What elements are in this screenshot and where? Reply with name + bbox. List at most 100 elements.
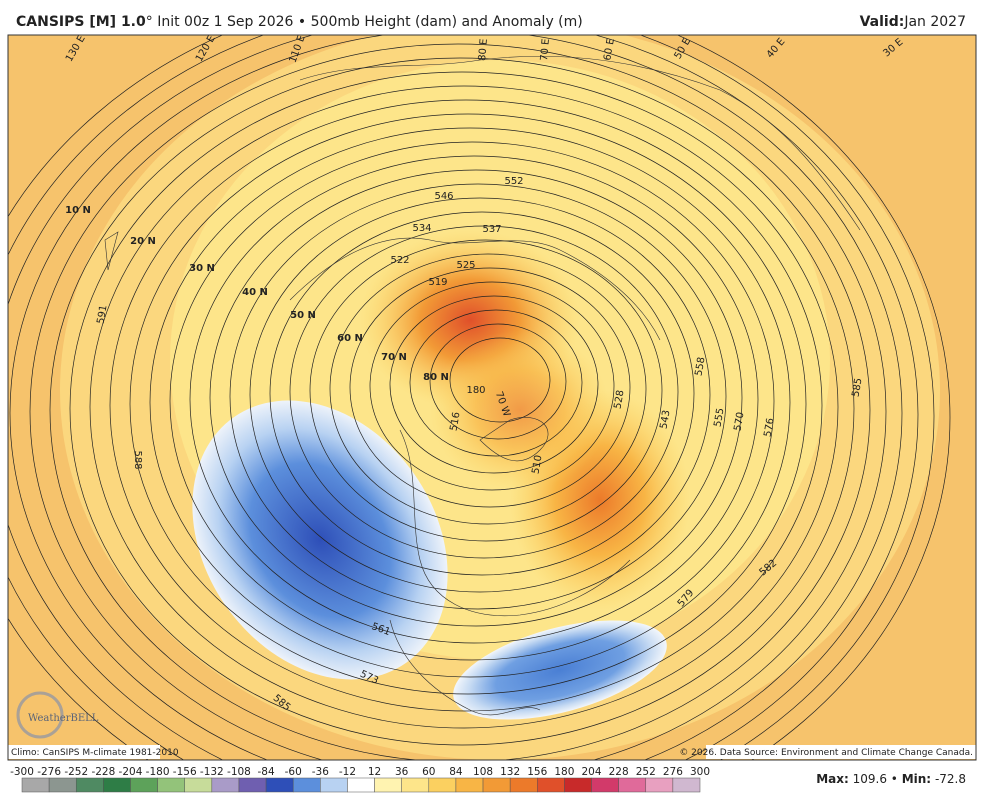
colorbar-label: -180 xyxy=(146,766,170,778)
contour xyxy=(129,113,807,695)
anomaly-cold xyxy=(453,620,667,720)
anomaly-warm xyxy=(430,330,610,490)
colorbar-label: -204 xyxy=(119,766,143,778)
contour-label: 516 xyxy=(448,411,462,432)
colorbar-bin xyxy=(211,777,240,793)
colorbar-bin xyxy=(374,777,402,793)
contour xyxy=(9,35,903,760)
colorbar-label: -132 xyxy=(200,766,224,778)
colorbar-label: -12 xyxy=(339,766,356,778)
colorbar-bin xyxy=(48,777,77,793)
colorbar-bin xyxy=(591,777,619,793)
colorbar-label: -108 xyxy=(227,766,251,778)
contour xyxy=(289,225,679,559)
contour xyxy=(8,35,919,760)
colorbar-bin xyxy=(401,777,430,793)
climo: Climo: CanSIPS M-climate 1981-2010 xyxy=(11,748,179,758)
colorbar-bin xyxy=(347,777,375,793)
title-text: ° Init 00z 1 Sep 2026 • 500mb Height (da… xyxy=(146,14,583,30)
colorbar-bin xyxy=(482,777,511,793)
max: 109.6 xyxy=(853,772,887,786)
contour-label: 555 xyxy=(712,407,726,428)
colorbar-label: 108 xyxy=(473,766,493,778)
colorbar-bin xyxy=(320,777,348,793)
latitude-label: 80 N xyxy=(423,372,449,383)
colorbar-label: 204 xyxy=(581,766,601,778)
contour xyxy=(429,323,567,440)
colorbar-label: 180 xyxy=(554,766,574,778)
colorbar-bin xyxy=(455,777,484,793)
logo-mark xyxy=(16,691,64,739)
contour-label: 180 xyxy=(466,385,485,396)
contour-label: 519 xyxy=(428,277,447,288)
contour xyxy=(269,211,695,576)
colorbar-label: -276 xyxy=(37,766,61,778)
longitude-label: 80 E xyxy=(477,38,490,61)
contour xyxy=(49,57,871,760)
colorbar-label: 156 xyxy=(527,766,547,778)
contour-label: 588 xyxy=(132,450,143,469)
contour-label: 570 xyxy=(732,411,746,432)
height-contours xyxy=(8,35,951,760)
contour xyxy=(169,141,775,661)
contour xyxy=(249,197,711,593)
colorbar-bin xyxy=(238,777,267,793)
colorbar-label: 132 xyxy=(500,766,520,778)
map-frame xyxy=(7,34,977,761)
latitude-label: 10 N xyxy=(65,205,91,216)
valid: Valid:Jan 2027 xyxy=(860,14,966,30)
latitude-label: 50 N xyxy=(290,310,316,321)
latitude-label: 40 N xyxy=(242,287,268,298)
contour-label: 525 xyxy=(456,260,475,271)
copyright-box xyxy=(706,745,976,759)
colorbar-bin xyxy=(130,777,158,793)
contour-label: 591 xyxy=(95,304,109,325)
max-label: Max: xyxy=(816,772,849,786)
contour xyxy=(329,253,647,525)
colorbar-label: -156 xyxy=(173,766,197,778)
longitude-label: 70 E xyxy=(539,38,552,61)
contour-label: 528 xyxy=(612,389,626,410)
anomaly-cold xyxy=(192,400,448,680)
footer: Max: 109.6 • Min: -72.8 xyxy=(816,772,966,786)
contour xyxy=(29,43,887,760)
contour xyxy=(369,281,615,491)
colorbar-bin xyxy=(537,777,565,793)
logo: WeatherBELL xyxy=(28,713,99,724)
colorbar-bin xyxy=(618,777,647,793)
contour xyxy=(449,337,551,423)
latitude-label: 30 N xyxy=(189,263,215,274)
latitude-label: 60 N xyxy=(337,333,363,344)
contour-label: 543 xyxy=(658,409,672,430)
latitude-label: 70 N xyxy=(381,352,407,363)
longitude-label: 60 E xyxy=(602,38,617,62)
colorbar-label: 276 xyxy=(663,766,683,778)
contour-label: 510 xyxy=(530,454,544,475)
colorbar-label: 300 xyxy=(690,766,710,778)
colorbar-bin xyxy=(645,777,674,793)
separator: • xyxy=(891,772,898,786)
colorbar-label: -36 xyxy=(312,766,329,778)
colorbar-label: -300 xyxy=(10,766,34,778)
min: -72.8 xyxy=(935,772,966,786)
contour xyxy=(109,99,823,712)
colorbar-bin xyxy=(509,777,538,793)
contour xyxy=(189,155,759,644)
climo-box xyxy=(8,745,160,759)
latitude-label: 20 N xyxy=(130,236,156,247)
colorbar-label: -60 xyxy=(285,766,302,778)
model: CANSIPS [M] 1.0 xyxy=(16,14,146,30)
copyright: © 2026. Data Source: Environment and Cli… xyxy=(679,748,973,758)
colorbar-label: 60 xyxy=(422,766,435,778)
contour xyxy=(8,35,935,760)
colorbar: -300 -276 -252 -228 -204 -180 -156 -132 -108 -84-… xyxy=(10,766,710,793)
min-label: Min: xyxy=(902,772,931,786)
contour-label: 522 xyxy=(390,255,409,266)
contour-label: 576 xyxy=(762,417,776,438)
colorbar-bin xyxy=(75,777,104,793)
colorbar-label: 12 xyxy=(368,766,381,778)
coastlines xyxy=(104,55,861,716)
colorbar-label: 84 xyxy=(449,766,463,778)
